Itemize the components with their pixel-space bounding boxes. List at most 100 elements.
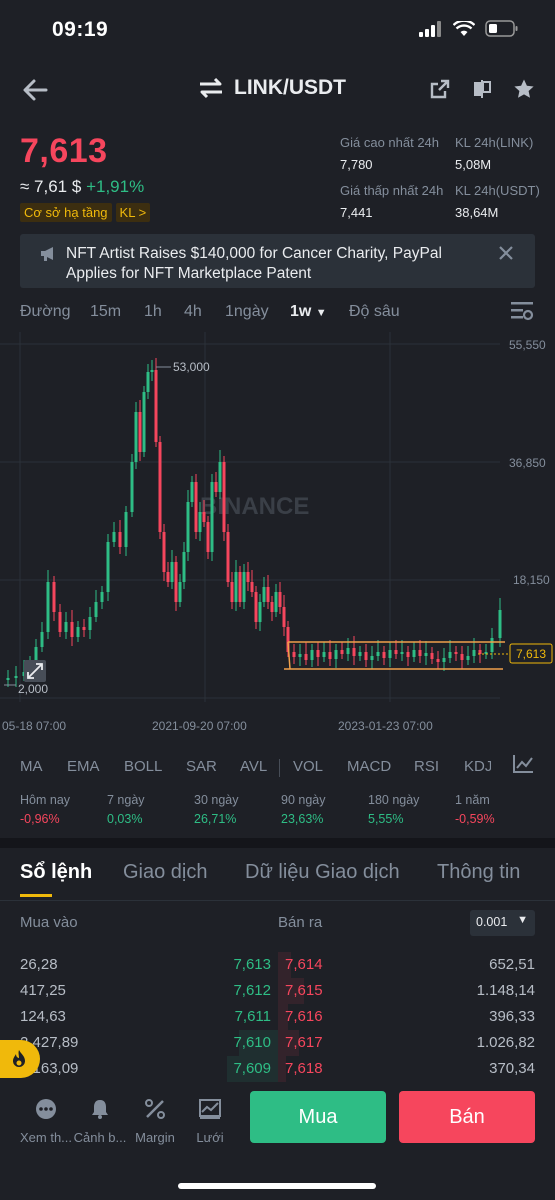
nav-alerts-label: Cảnh b... xyxy=(73,1130,127,1145)
candle xyxy=(274,592,278,612)
last-price: 7,613 xyxy=(20,132,108,170)
ind-ma[interactable]: MA xyxy=(20,758,43,775)
bell-icon xyxy=(92,1100,108,1119)
orderbook-row[interactable]: 3.163,09 7,609 7,618 370,34 xyxy=(0,1056,555,1082)
fire-button[interactable] xyxy=(0,1040,40,1078)
close-icon[interactable] xyxy=(499,246,513,260)
stat-low-label: Giá thấp nhất 24h xyxy=(340,183,444,198)
candle xyxy=(334,650,338,659)
nav-grid[interactable]: Lưới xyxy=(180,1096,240,1145)
ind-avl[interactable]: AVL xyxy=(240,758,268,775)
candle xyxy=(198,512,202,532)
precision-dropdown[interactable]: 0.001 ▼ xyxy=(470,910,535,936)
precision-value: 0.001 xyxy=(476,915,508,929)
tab-15m[interactable]: 15m xyxy=(90,303,122,320)
candle xyxy=(262,587,266,602)
candle xyxy=(406,652,410,657)
active-tab-indicator xyxy=(20,894,52,897)
ind-sar[interactable]: SAR xyxy=(186,758,217,775)
bid-price: 7,613 xyxy=(233,956,271,973)
candle xyxy=(466,656,470,660)
grid-trading-icon xyxy=(199,1099,221,1119)
tab-info[interactable]: Thông tin xyxy=(437,861,521,883)
nav-alerts[interactable]: Cảnh b... xyxy=(70,1096,130,1145)
bid-depth-bar xyxy=(227,1056,278,1082)
tags: Cơ sở hạ tầng KL > xyxy=(20,203,151,222)
back-arrow-icon[interactable] xyxy=(20,76,50,104)
ind-vol[interactable]: VOL xyxy=(293,758,324,775)
max-price-label: 53,000 xyxy=(173,360,210,374)
tab-depth[interactable]: Độ sâu xyxy=(349,303,400,320)
candle xyxy=(166,572,170,582)
candle xyxy=(400,652,404,654)
bid-price: 7,611 xyxy=(234,1008,271,1025)
chart-settings-icon[interactable] xyxy=(510,300,534,322)
ask-qty: 652,51 xyxy=(489,956,535,973)
news-banner[interactable]: NFT Artist Raises $140,000 for Cancer Ch… xyxy=(20,234,535,288)
ind-boll[interactable]: BOLL xyxy=(124,758,163,775)
tab-orderbook[interactable]: Sổ lệnh xyxy=(20,861,93,883)
tab-1day[interactable]: 1ngày xyxy=(225,303,269,320)
candle xyxy=(304,654,308,660)
candle xyxy=(6,678,10,680)
candle xyxy=(322,652,326,657)
candle xyxy=(230,582,234,602)
ind-rsi[interactable]: RSI xyxy=(414,758,440,775)
tab-1w-label: 1w xyxy=(290,303,312,320)
ask-price: 7,618 xyxy=(285,1060,323,1077)
candle xyxy=(484,652,488,654)
sell-button[interactable]: Bán xyxy=(399,1091,535,1143)
bid-price: 7,610 xyxy=(233,1034,271,1051)
share-icon[interactable] xyxy=(429,78,451,100)
candle xyxy=(234,572,238,602)
candle xyxy=(310,650,314,660)
orderbook-row[interactable]: 124,63 7,611 7,616 396,33 xyxy=(0,1004,555,1030)
ind-ema[interactable]: EMA xyxy=(67,758,100,775)
price-chart[interactable]: BINANCE 55,550 36,850 18,150 05-18 07:00… xyxy=(0,332,555,742)
candle xyxy=(292,652,296,657)
compare-icon[interactable] xyxy=(471,78,493,100)
orderbook-row[interactable]: 2.427,89 7,610 7,617 1.026,82 xyxy=(0,1030,555,1056)
candle xyxy=(394,650,398,654)
y-tick-2: 36,850 xyxy=(509,456,546,470)
category-tag[interactable]: Cơ sở hạ tầng xyxy=(20,203,112,222)
tab-trades[interactable]: Giao dịch xyxy=(123,861,208,883)
ask-depth-bar xyxy=(278,978,304,1004)
tab-line[interactable]: Đường xyxy=(20,303,71,320)
orderbook-row[interactable]: 417,25 7,612 7,615 1.148,14 xyxy=(0,978,555,1004)
candle xyxy=(134,412,138,462)
perf-label-today: Hôm nay xyxy=(20,793,71,807)
ask-depth-bar xyxy=(278,952,291,978)
ind-macd[interactable]: MACD xyxy=(347,758,392,775)
candle xyxy=(238,572,242,602)
pair-selector[interactable]: LINK/USDT xyxy=(198,76,346,100)
candle xyxy=(278,592,282,607)
candle xyxy=(424,653,428,656)
ask-price: 7,616 xyxy=(285,1008,323,1025)
tab-1w[interactable]: 1w ▼ xyxy=(290,303,327,321)
expand-icon[interactable] xyxy=(24,660,46,682)
tab-trade-data[interactable]: Dữ liệu Giao dịch xyxy=(245,861,400,883)
flame-icon xyxy=(13,1050,25,1067)
candle xyxy=(382,652,386,658)
buy-button[interactable]: Mua xyxy=(250,1091,386,1143)
candle xyxy=(202,512,206,522)
chart-watermark: BINANCE xyxy=(200,493,309,520)
indicator-chart-icon[interactable] xyxy=(512,754,534,774)
ind-kdj[interactable]: KDJ xyxy=(464,758,491,775)
stat-vol-usdt-value: 38,64M xyxy=(455,205,499,220)
volume-tag[interactable]: KL > xyxy=(115,203,151,222)
candle xyxy=(88,617,92,630)
candle xyxy=(194,482,198,532)
tab-1h[interactable]: 1h xyxy=(144,303,162,320)
ask-depth-bar xyxy=(278,1056,286,1082)
favorite-star-icon[interactable] xyxy=(513,78,535,100)
orderbook-row[interactable]: 26,28 7,613 7,614 652,51 xyxy=(0,952,555,978)
nav-margin[interactable]: Margin xyxy=(125,1096,185,1145)
nav-more[interactable]: Xem th... xyxy=(16,1096,76,1145)
candle xyxy=(170,562,174,582)
candle xyxy=(250,582,254,592)
tab-4h[interactable]: 4h xyxy=(184,303,202,320)
candle xyxy=(52,582,56,612)
usd-price: ≈ 7,61 $ xyxy=(20,177,82,196)
